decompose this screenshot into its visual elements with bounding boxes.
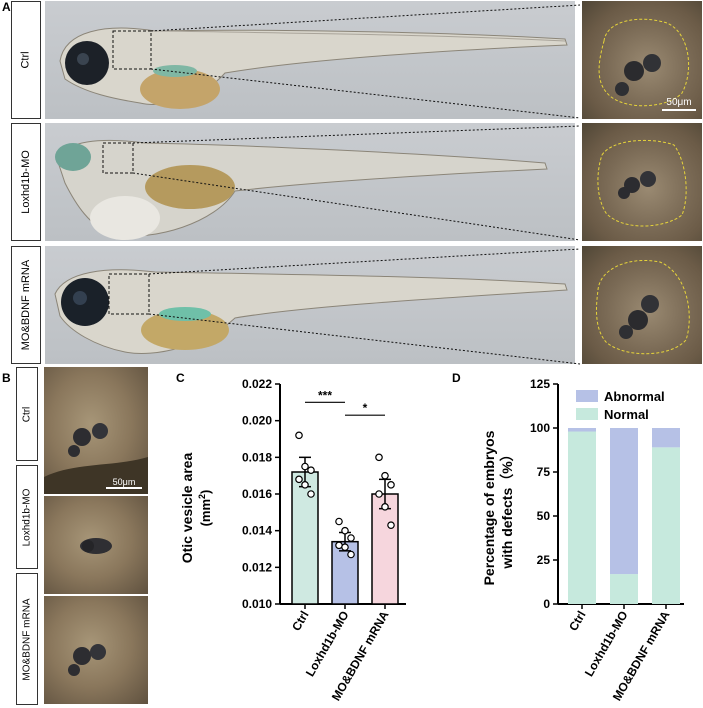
- b-vesicle-rescue: [68, 644, 106, 676]
- chart-c-datapoint: [341, 543, 349, 551]
- chart-c-datapoint: [387, 481, 395, 489]
- chart-d-ytick-label: 75: [537, 465, 551, 479]
- zoom-guide-lines: [132, 4, 581, 365]
- b-vesicle-ctrl: [44, 423, 148, 494]
- chart-c-datapoint: [387, 521, 395, 529]
- chart-d-bar-segment: [568, 431, 596, 604]
- chart-c-datapoint: [347, 534, 355, 542]
- chart-d-legend-label: Normal: [604, 407, 649, 422]
- row-label-rescue: MO&BDNF mRNA: [11, 246, 41, 364]
- chart-c-ytick-label: 0.012: [242, 560, 272, 574]
- chart-c-ytick-label: 0.016: [242, 487, 272, 501]
- chart-d-bar-segment: [610, 428, 638, 575]
- chart-d-bar-segment: [568, 428, 596, 432]
- chart-d-legend: Abnormal Normal: [576, 389, 665, 422]
- chart-c-ytick-label: 0.014: [242, 524, 272, 538]
- scale-bar-line: [662, 109, 696, 111]
- chart-c-datapoint: [301, 462, 309, 471]
- chart-c-datapoint: [335, 517, 343, 526]
- inset-image-ctrl: 50μm: [582, 1, 702, 119]
- row-label-text: Ctrl: [21, 406, 33, 422]
- panel-label-a: A: [2, 0, 11, 14]
- chart-c-ytick-label: 0.018: [242, 450, 272, 464]
- b-image-ctrl: 50μm: [44, 367, 148, 494]
- chart-c-datapoint: [295, 475, 303, 484]
- chart-c-datapoint: [307, 466, 315, 474]
- chart-c-significance-label: ***: [318, 388, 332, 402]
- inset-image-rescue: [582, 246, 702, 364]
- row-label-ctrl: Ctrl: [11, 1, 41, 119]
- chart-d-ylabel-line1: Percentage of embryos: [481, 430, 497, 585]
- chart-d-ytick-label: 25: [537, 553, 551, 567]
- b-scale-bar-text: 50μm: [112, 477, 136, 487]
- chart-c-ytick-label: 0.020: [242, 414, 272, 428]
- chart-d-legend-swatch: [576, 408, 598, 420]
- b-image-rescue: [44, 596, 148, 704]
- chart-d-xtick-label: Ctrl: [566, 609, 588, 634]
- chart-c-yunit-text: (mm: [198, 499, 213, 526]
- chart-d-xtick-label: Loxhd1b-MO: [582, 609, 631, 680]
- chart-d-bar-segment: [610, 574, 638, 604]
- fish-drawing-rescue: [54, 269, 568, 355]
- panel-label-d: D: [452, 371, 461, 385]
- chart-c-ylabel-text: Otic vesicle area: [179, 453, 195, 564]
- chart-d-ytick-label: 100: [530, 421, 550, 435]
- row-label-loxhd1b-mo: Loxhd1b-MO: [11, 123, 41, 241]
- chart-c-bar: [291, 471, 319, 605]
- fish-image-ctrl: [45, 1, 575, 119]
- b-row-label-rescue: MO&BDNF mRNA: [16, 573, 38, 705]
- inset-image-loxhd1b-mo: [582, 123, 702, 241]
- chart-otic-vesicle-area: Otic vesicle area (mm2) 0.010 0.012 0.014 0…: [179, 377, 406, 703]
- chart-d-ylabel-line2: with defects（%）: [499, 447, 515, 569]
- scale-bar: 50μm: [662, 97, 696, 111]
- chart-c-datapoint: [375, 453, 383, 462]
- b-row-label-ctrl: Ctrl: [16, 367, 38, 461]
- chart-d-bar-segment: [652, 447, 680, 604]
- panel-label-c: C: [176, 371, 185, 385]
- otic-vesicle-rescue: [595, 259, 690, 355]
- chart-c-ytick-label: 0.022: [242, 377, 272, 391]
- chart-c-ytick-label: 0.010: [242, 597, 272, 611]
- fish-drawing-ctrl: [59, 27, 568, 109]
- row-label-text: MO&BDNF mRNA: [21, 597, 33, 681]
- chart-c-xtick-label: Ctrl: [289, 609, 311, 634]
- chart-d-ytick-label: 125: [530, 377, 550, 391]
- chart-c-datapoint: [381, 471, 389, 480]
- chart-c-datapoint: [381, 503, 389, 511]
- chart-d-ytick-label: 0: [543, 597, 550, 611]
- chart-c-datapoint: [301, 481, 309, 489]
- chart-d-legend-swatch: [576, 390, 598, 402]
- chart-defect-percentage: Percentage of embryos with defects（%） 0 2…: [481, 377, 684, 703]
- fish-drawing-mo: [55, 139, 548, 240]
- chart-c-ylabel: Otic vesicle area: [179, 453, 195, 564]
- chart-c-datapoint: [295, 431, 303, 440]
- chart-d-ytick-label: 50: [537, 509, 551, 523]
- b-scale-bar: 50μm: [106, 477, 142, 489]
- b-image-loxhd1b-mo: [44, 496, 148, 594]
- chart-c-significance-label: *: [363, 401, 368, 415]
- chart-c-datapoint: [375, 490, 383, 498]
- chart-c-yunit-close: ): [198, 490, 213, 494]
- row-label-text: Loxhd1b-MO: [21, 488, 33, 546]
- chart-c-yunit: (mm2): [197, 490, 213, 527]
- chart-d-legend-label: Abnormal: [604, 389, 665, 404]
- chart-d-bars: [568, 428, 680, 604]
- fish-image-rescue: [45, 246, 575, 364]
- scale-bar-text: 50μm: [666, 97, 692, 108]
- chart-c-yunit-sup: 2: [197, 494, 207, 499]
- chart-c-bars: ****: [291, 388, 399, 605]
- chart-c-datapoint: [341, 526, 349, 535]
- otic-vesicle-mo: [597, 139, 687, 227]
- chart-c-datapoint: [347, 550, 355, 559]
- panel-label-b: B: [2, 371, 11, 385]
- b-vesicle-mo: [80, 538, 112, 554]
- chart-c-datapoint: [307, 490, 315, 498]
- b-scale-bar-line: [106, 487, 142, 489]
- chart-d-bar-segment: [652, 428, 680, 448]
- otic-vesicle-ctrl: [598, 18, 690, 107]
- b-row-label-loxhd1b-mo: Loxhd1b-MO: [16, 465, 38, 569]
